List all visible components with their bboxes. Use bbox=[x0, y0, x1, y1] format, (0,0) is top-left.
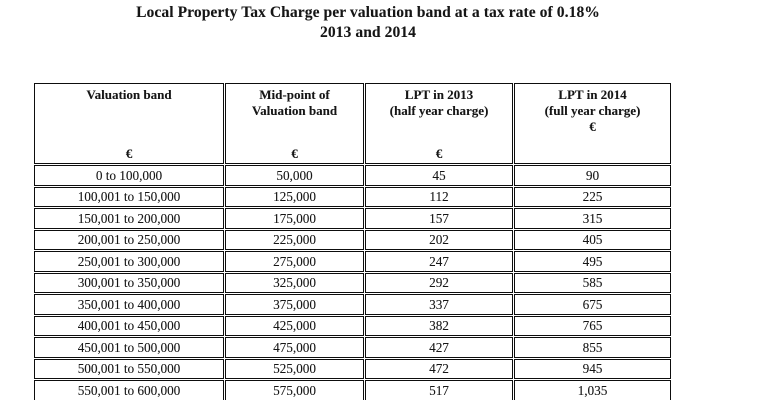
euro-unit: € bbox=[291, 146, 298, 161]
euro-unit: € bbox=[125, 146, 133, 161]
table-cell: 325,000 bbox=[225, 272, 364, 293]
table-cell: 202 bbox=[365, 229, 513, 250]
table-cell: 350,001 to 400,000 bbox=[34, 294, 224, 315]
header-midpoint: Mid-point of Valuation band € bbox=[225, 83, 364, 164]
header-row: Valuation band € Mid-point of Valuation … bbox=[34, 83, 671, 164]
table-header: Valuation band € Mid-point of Valuation … bbox=[34, 83, 671, 164]
table-cell: 125,000 bbox=[225, 186, 364, 207]
table-body: 0 to 100,000 50,000 45 90 100,001 to 150,000… bbox=[34, 165, 671, 400]
table-cell: 275,000 bbox=[225, 251, 364, 272]
table-row: 350,001 to 400,000 375,000 337 675 bbox=[34, 294, 671, 315]
table-cell: 337 bbox=[365, 294, 513, 315]
table-cell: 112 bbox=[365, 186, 513, 207]
table-cell: 575,000 bbox=[225, 380, 364, 400]
euro-unit: € bbox=[435, 146, 443, 161]
table-cell: 0 to 100,000 bbox=[34, 165, 224, 186]
table-cell: 100,001 to 150,000 bbox=[34, 186, 224, 207]
lpt-charge-table: Valuation band € Mid-point of Valuation … bbox=[33, 82, 672, 400]
table-row: 100,001 to 150,000 125,000 112 225 bbox=[34, 186, 671, 207]
table-row: 550,001 to 600,000 575,000 517 1,035 bbox=[34, 380, 671, 400]
table-cell: 150,001 to 200,000 bbox=[34, 208, 224, 229]
page-title-line2: 2013 and 2014 bbox=[319, 23, 417, 41]
page-title-line1: Local Property Tax Charge per valuation … bbox=[136, 4, 600, 21]
table-cell: 1,035 bbox=[514, 380, 671, 400]
table-cell: 315 bbox=[514, 208, 671, 229]
table-cell: 855 bbox=[514, 337, 671, 358]
table-cell: 500,001 to 550,000 bbox=[34, 358, 224, 379]
table-row: 400,001 to 450,000 425,000 382 765 bbox=[34, 315, 671, 336]
table-cell: 175,000 bbox=[225, 208, 364, 229]
table-cell: 517 bbox=[365, 380, 513, 400]
table-row: 450,001 to 500,000 475,000 427 855 bbox=[34, 337, 671, 358]
table-cell: 200,001 to 250,000 bbox=[34, 229, 224, 250]
header-label: (half year charge) bbox=[389, 103, 489, 118]
table-cell: 250,001 to 300,000 bbox=[34, 251, 224, 272]
table-cell: 475,000 bbox=[225, 337, 364, 358]
table-row: 200,001 to 250,000 225,000 202 405 bbox=[34, 229, 671, 250]
table-cell: 425,000 bbox=[225, 315, 364, 336]
table-cell: 375,000 bbox=[225, 294, 364, 315]
table-cell: 945 bbox=[514, 358, 671, 379]
header-label: (full year charge) bbox=[544, 103, 641, 118]
header-lpt-2013: LPT in 2013 (half year charge) € bbox=[365, 83, 513, 164]
table-cell: 50,000 bbox=[225, 165, 364, 186]
table-cell: 675 bbox=[514, 294, 671, 315]
table-cell: 300,001 to 350,000 bbox=[34, 272, 224, 293]
table-cell: 585 bbox=[514, 272, 671, 293]
header-label: Valuation band bbox=[86, 87, 172, 102]
page-title: Local Property Tax Charge per valuation … bbox=[0, 3, 736, 42]
table-cell: 247 bbox=[365, 251, 513, 272]
table-row: 0 to 100,000 50,000 45 90 bbox=[34, 165, 671, 186]
table-cell: 525,000 bbox=[225, 358, 364, 379]
table-cell: 382 bbox=[365, 315, 513, 336]
header-label: LPT in 2013 bbox=[404, 87, 474, 102]
table-row: 250,001 to 300,000 275,000 247 495 bbox=[34, 251, 671, 272]
table-cell: 292 bbox=[365, 272, 513, 293]
table-cell: 427 bbox=[365, 337, 513, 358]
table-row: 500,001 to 550,000 525,000 472 945 bbox=[34, 358, 671, 379]
table-cell: 405 bbox=[514, 229, 671, 250]
table-cell: 157 bbox=[365, 208, 513, 229]
header-valuation-band: Valuation band € bbox=[34, 83, 224, 164]
table-cell: 472 bbox=[365, 358, 513, 379]
table-row: 300,001 to 350,000 325,000 292 585 bbox=[34, 272, 671, 293]
table-cell: 225,000 bbox=[225, 229, 364, 250]
table-cell: 495 bbox=[514, 251, 671, 272]
table-cell: 400,001 to 450,000 bbox=[34, 315, 224, 336]
euro-unit: € bbox=[589, 119, 596, 134]
table-cell: 450,001 to 500,000 bbox=[34, 337, 224, 358]
table-cell: 225 bbox=[514, 186, 671, 207]
header-label: LPT in 2014 bbox=[558, 87, 627, 102]
table-row: 150,001 to 200,000 175,000 157 315 bbox=[34, 208, 671, 229]
header-label: Mid-point of bbox=[259, 87, 330, 102]
table-cell: 765 bbox=[514, 315, 671, 336]
table-cell: 550,001 to 600,000 bbox=[34, 380, 224, 400]
header-lpt-2014: LPT in 2014 (full year charge) € bbox=[514, 83, 671, 164]
table-cell: 45 bbox=[365, 165, 513, 186]
table-cell: 90 bbox=[514, 165, 671, 186]
header-label: Valuation band bbox=[251, 103, 338, 118]
